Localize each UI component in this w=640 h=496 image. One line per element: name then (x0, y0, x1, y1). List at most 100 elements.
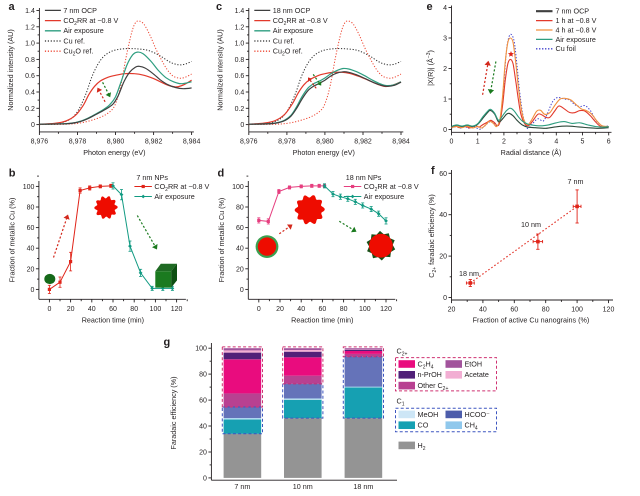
svg-text:18 nm: 18 nm (459, 269, 479, 278)
svg-text:40: 40 (27, 246, 35, 253)
svg-text:5: 5 (581, 139, 585, 146)
svg-text:100: 100 (359, 306, 371, 313)
svg-text:60: 60 (319, 306, 327, 313)
svg-text:1.2: 1.2 (25, 24, 35, 31)
svg-text:Air exposure: Air exposure (154, 192, 194, 201)
svg-text:80: 80 (340, 306, 348, 313)
svg-text:Air exposure: Air exposure (63, 26, 103, 35)
svg-text:d: d (218, 167, 225, 179)
svg-text:8,982: 8,982 (145, 139, 163, 146)
svg-text:n-PrOH: n-PrOH (418, 370, 442, 379)
svg-text:Cu foil: Cu foil (556, 44, 577, 53)
svg-text:0: 0 (450, 139, 454, 146)
svg-text:60: 60 (510, 307, 518, 314)
svg-text:7 nm OCP: 7 nm OCP (556, 7, 590, 16)
svg-text:20: 20 (236, 266, 244, 273)
svg-text:20: 20 (67, 306, 75, 313)
svg-text:40: 40 (88, 306, 96, 313)
svg-text:7 nm: 7 nm (234, 482, 250, 491)
svg-text:4 h at −0.8 V: 4 h at −0.8 V (556, 25, 597, 34)
svg-text:Photon energy (eV): Photon energy (eV) (83, 148, 145, 157)
svg-text:Photon energy (eV): Photon energy (eV) (293, 148, 355, 157)
svg-text:0.2: 0.2 (235, 106, 245, 113)
svg-text:100: 100 (571, 307, 583, 314)
svg-text:100: 100 (195, 346, 207, 353)
svg-text:1: 1 (476, 139, 480, 146)
svg-text:CO2RR at −0.8 V: CO2RR at −0.8 V (273, 16, 328, 27)
svg-text:120: 120 (171, 306, 183, 313)
svg-text:8,976: 8,976 (31, 139, 49, 146)
svg-text:10 nm: 10 nm (521, 220, 541, 229)
svg-text:60: 60 (439, 171, 447, 178)
svg-text:7 nm NPs: 7 nm NPs (136, 173, 168, 182)
svg-text:80: 80 (542, 307, 550, 314)
svg-text:Air exposure: Air exposure (273, 26, 313, 35)
svg-text:Fraction of active Cu nanograi: Fraction of active Cu nanograins (%) (473, 316, 590, 325)
svg-text:100: 100 (150, 306, 162, 313)
svg-text:2: 2 (443, 66, 447, 73)
svg-text:18 nm NPs: 18 nm NPs (346, 173, 382, 182)
svg-text:60: 60 (27, 225, 35, 232)
svg-text:e: e (427, 1, 433, 13)
svg-text:8,980: 8,980 (107, 139, 125, 146)
svg-text:2: 2 (502, 139, 506, 146)
svg-text:1.0: 1.0 (235, 41, 245, 48)
svg-text:120: 120 (380, 306, 392, 313)
svg-text:CO2RR at −0.8 V: CO2RR at −0.8 V (364, 182, 419, 193)
svg-text:Air exposure: Air exposure (556, 35, 596, 44)
svg-text:4: 4 (554, 139, 558, 146)
svg-text:10 nm: 10 nm (293, 482, 313, 491)
svg-text:Air exposure: Air exposure (364, 192, 404, 201)
svg-text:100: 100 (23, 184, 35, 191)
svg-text:20: 20 (276, 306, 284, 313)
svg-text:0.8: 0.8 (25, 57, 35, 64)
svg-text:80: 80 (236, 205, 244, 212)
svg-text:c: c (216, 1, 222, 13)
svg-text:8,978: 8,978 (278, 139, 296, 146)
svg-text:Acetate: Acetate (465, 370, 489, 379)
svg-text:Normalized intensity (AU): Normalized intensity (AU) (6, 29, 15, 110)
svg-text:0.8: 0.8 (235, 57, 245, 64)
svg-text:18 nm: 18 nm (353, 482, 373, 491)
svg-text:100: 100 (232, 184, 244, 191)
svg-text:8,978: 8,978 (69, 139, 87, 146)
svg-text:Cu2O ref.: Cu2O ref. (273, 47, 303, 58)
svg-text:20: 20 (27, 266, 35, 273)
svg-text:1.4: 1.4 (25, 8, 35, 15)
svg-text:g: g (164, 337, 171, 349)
svg-text:40: 40 (297, 306, 305, 313)
svg-text:40: 40 (479, 307, 487, 314)
svg-text:20: 20 (199, 450, 207, 457)
svg-text:0: 0 (203, 475, 207, 482)
svg-text:8,984: 8,984 (183, 139, 201, 146)
svg-text:Fraction of metallic Cu (%): Fraction of metallic Cu (%) (217, 198, 226, 283)
svg-text:0: 0 (443, 127, 447, 134)
svg-text:40: 40 (236, 246, 244, 253)
svg-text:a: a (9, 1, 16, 13)
svg-text:Fraction of metallic Cu (%): Fraction of metallic Cu (%) (7, 198, 16, 283)
svg-text:80: 80 (27, 205, 35, 212)
svg-text:C2+ faradaic efficiency (%): C2+ faradaic efficiency (%) (427, 194, 438, 277)
svg-text:80: 80 (130, 306, 138, 313)
svg-text:6: 6 (607, 139, 611, 146)
svg-text:1.4: 1.4 (235, 8, 245, 15)
svg-text:4: 4 (443, 5, 447, 12)
svg-text:0.4: 0.4 (25, 90, 35, 97)
svg-text:8,976: 8,976 (240, 139, 258, 146)
svg-text:f: f (431, 165, 435, 177)
svg-text:Reaction time (min): Reaction time (min) (82, 316, 144, 325)
svg-text:0: 0 (240, 287, 244, 294)
svg-text:40: 40 (199, 424, 207, 431)
svg-text:8,980: 8,980 (316, 139, 334, 146)
svg-text:Radial distance (Å): Radial distance (Å) (501, 148, 562, 157)
svg-text:40: 40 (439, 212, 447, 219)
svg-text:60: 60 (109, 306, 117, 313)
svg-text:3: 3 (443, 36, 447, 43)
svg-text:Cu ref.: Cu ref. (63, 36, 85, 45)
svg-text:60: 60 (236, 225, 244, 232)
svg-text:CO2RR at −0.8 V: CO2RR at −0.8 V (63, 16, 118, 27)
svg-text:18 nm OCP: 18 nm OCP (273, 6, 311, 15)
svg-text:0.2: 0.2 (25, 106, 35, 113)
svg-text:HCOO⁻: HCOO⁻ (465, 410, 491, 419)
svg-text:CO2RR at −0.8 V: CO2RR at −0.8 V (154, 182, 209, 193)
